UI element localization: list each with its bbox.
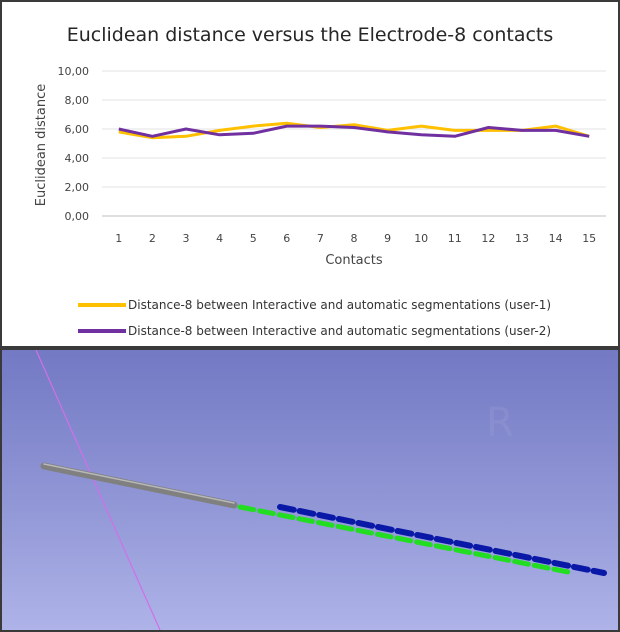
x-tick-label: 10 [414,232,428,245]
x-tick-label: 1 [115,232,122,245]
3d-scene-canvas: R [35,350,607,630]
segmentation-user-2-contacts [277,504,607,576]
x-tick-label: 11 [448,232,462,245]
x-tick-label: 2 [149,232,156,245]
x-tick-label: 14 [549,232,563,245]
gridlines [102,70,606,217]
orientation-watermark: R [486,400,514,446]
x-tick-label: 6 [283,232,290,245]
y-tick-label: 6,00 [65,123,90,136]
y-axis-label: Euclidean distance [34,84,49,207]
guide-line [35,350,161,630]
y-tick-label: 10,00 [58,65,90,78]
3d-scene-view[interactable]: R [0,348,620,632]
legend-swatch-user-2 [78,329,126,333]
chart-panel: 0,00 2,00 4,00 6,00 8,00 10,00 1 2 3 4 5 6 7 8 9 10 11 1… [0,0,620,348]
legend-swatch-user-1 [78,303,126,307]
series-lines [118,121,590,140]
x-tick-label: 9 [384,232,391,245]
legend: Distance-8 between Interactive and autom… [78,292,551,344]
x-tick-label: 3 [183,232,190,245]
y-tick-labels: 0,00 2,00 4,00 6,00 8,00 10,00 [58,65,90,223]
legend-label-user-2: Distance-8 between Interactive and autom… [128,324,552,338]
legend-item-user-1: Distance-8 between Interactive and autom… [78,292,551,318]
x-tick-label: 15 [582,232,596,245]
x-tick-label: 13 [515,232,529,245]
electrode-shaft [40,462,238,509]
x-tick-label: 8 [351,232,358,245]
segmentation-user-1-contacts [237,504,571,575]
legend-item-user-2: Distance-8 between Interactive and autom… [78,318,551,344]
x-tick-label: 12 [481,232,495,245]
x-tick-label: 4 [216,232,223,245]
legend-label-user-1: Distance-8 between Interactive and autom… [128,298,552,312]
y-tick-label: 2,00 [65,181,90,194]
x-tick-label: 7 [317,232,324,245]
x-axis-label: Contacts [325,253,383,268]
x-tick-labels: 1 2 3 4 5 6 7 8 9 10 11 12 13 14 15 [115,232,596,245]
x-tick-label: 5 [250,232,257,245]
y-tick-label: 0,00 [65,210,90,223]
y-tick-label: 4,00 [65,152,90,165]
electrode-shaft-highlight [43,463,235,504]
chart-title: Euclidean distance versus the Electrode-… [66,24,554,46]
series-line-user-2 [118,124,590,138]
y-tick-label: 8,00 [65,94,90,107]
